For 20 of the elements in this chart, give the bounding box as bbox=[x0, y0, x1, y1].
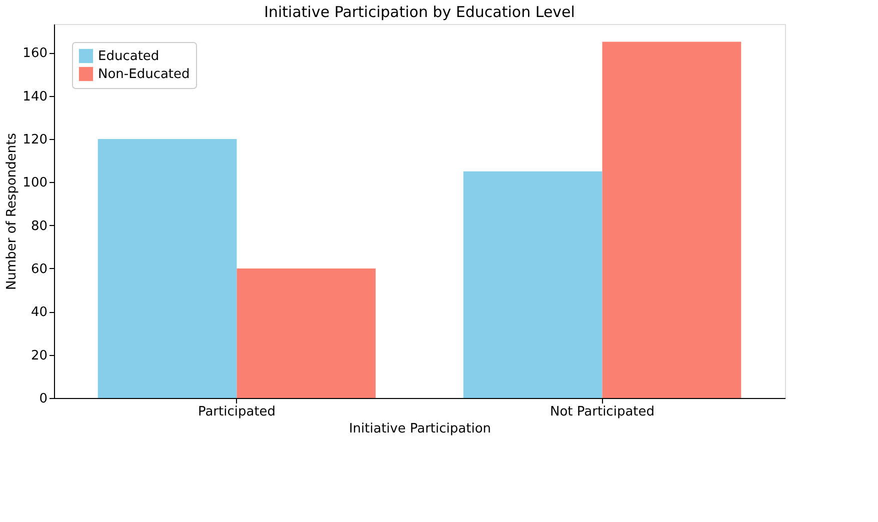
y-axis-title: Number of Respondents bbox=[4, 132, 20, 290]
y-tick-label: 0 bbox=[39, 392, 48, 406]
y-tick-label: 140 bbox=[22, 89, 48, 104]
x-axis-title: Initiative Participation bbox=[348, 422, 492, 436]
y-tick-label: 80 bbox=[30, 218, 48, 234]
legend-label: Non-Educated bbox=[98, 67, 190, 82]
legend-label: Educated bbox=[98, 49, 160, 64]
y-tick-label: 120 bbox=[22, 132, 48, 148]
y-tick-label: 160 bbox=[22, 46, 48, 62]
y-tick-label: 60 bbox=[30, 262, 48, 277]
bar bbox=[602, 42, 742, 398]
y-tick-label: 40 bbox=[30, 305, 48, 320]
chart-title: Initiative Participation by Education Level bbox=[264, 3, 575, 21]
y-tick-label: 20 bbox=[30, 348, 48, 364]
y-tick-label: 100 bbox=[22, 176, 48, 191]
x-tick-label: Participated bbox=[198, 404, 276, 420]
x-tick-label: Not Participated bbox=[550, 404, 655, 420]
bar bbox=[98, 138, 237, 398]
bar bbox=[463, 171, 602, 398]
bar bbox=[236, 268, 376, 398]
